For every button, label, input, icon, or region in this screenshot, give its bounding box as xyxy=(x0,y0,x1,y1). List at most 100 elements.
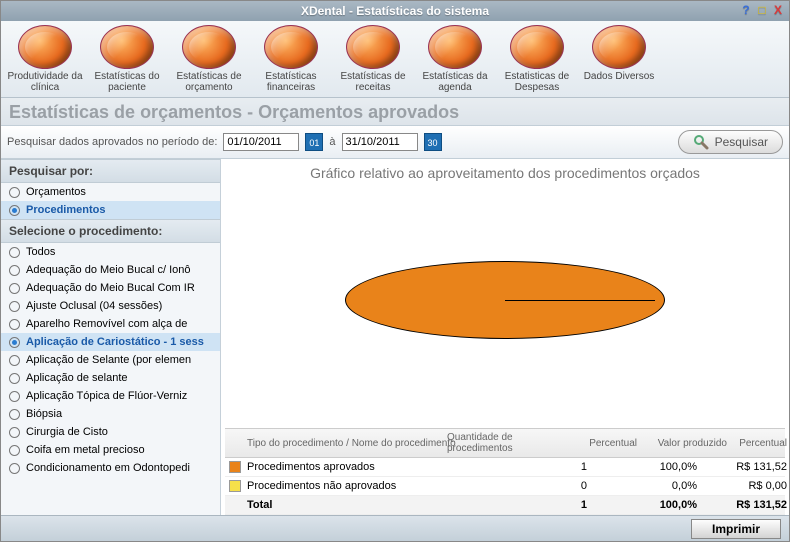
toolbar-label: Estatísticas da agenda xyxy=(417,71,493,93)
toolbar-label: Estatísticas de receitas xyxy=(335,71,411,93)
procedure-label: Aplicação Tópica de Flúor-Verniz xyxy=(26,390,187,402)
procedure-label: Condicionamento em Odontopedi xyxy=(26,462,190,474)
radio-icon xyxy=(9,283,20,294)
toolbar-icon-person xyxy=(100,25,154,69)
sidebar: Pesquisar por: OrçamentosProcedimentos S… xyxy=(1,159,221,515)
radio-icon xyxy=(9,265,20,276)
procedure-item[interactable]: Todos xyxy=(1,243,220,261)
titlebar: XDental - Estatísticas do sistema ? □ X xyxy=(1,1,789,21)
window: XDental - Estatísticas do sistema ? □ X … xyxy=(0,0,790,542)
date-from-input[interactable] xyxy=(223,133,299,151)
radio-icon xyxy=(9,391,20,402)
procedure-item[interactable]: Aplicação de selante xyxy=(1,369,220,387)
toolbar-item-4[interactable]: Estatísticas de receitas xyxy=(335,25,411,93)
procedure-list[interactable]: Todos Adequação do Meio Bucal c/ Ionô Adeq… xyxy=(1,243,220,515)
search-icon xyxy=(693,134,709,150)
procedure-item[interactable]: Ajuste Oclusal (04 sessões) xyxy=(1,297,220,315)
toolbar-label: Estatísticas financeiras xyxy=(253,71,329,93)
search-label: Pesquisar dados aprovados no período de: xyxy=(7,136,217,148)
close-button[interactable]: X xyxy=(771,3,785,17)
toolbar-icon-pie-doc xyxy=(182,25,236,69)
procedure-item[interactable]: Aplicação Tópica de Flúor-Verniz xyxy=(1,387,220,405)
searchby-label: Procedimentos xyxy=(26,204,105,216)
grid-cell-label: Procedimentos não aprovados xyxy=(247,480,507,492)
radio-icon xyxy=(9,427,20,438)
procedure-label: Ajuste Oclusal (04 sessões) xyxy=(26,300,162,312)
toolbar-label: Produtividade da clínica xyxy=(7,71,83,93)
procedure-item[interactable]: Cirurgia de Cisto xyxy=(1,423,220,441)
grid-cell-amount: R$ 0,00 xyxy=(697,480,787,492)
procedure-label: Aplicação de selante xyxy=(26,372,128,384)
radio-icon xyxy=(9,319,20,330)
procedure-item[interactable]: Coifa em metal precioso xyxy=(1,441,220,459)
toolbar-item-5[interactable]: Estatísticas da agenda xyxy=(417,25,493,93)
legend-swatch xyxy=(229,461,241,473)
body: Pesquisar por: OrçamentosProcedimentos S… xyxy=(1,159,789,515)
toolbar-item-1[interactable]: Estatísticas do paciente xyxy=(89,25,165,93)
main-panel: Gráfico relativo ao aproveitamento dos p… xyxy=(221,159,789,515)
procedure-item[interactable]: Aparelho Removível com alça de xyxy=(1,315,220,333)
toolbar-item-6[interactable]: Estatisticas de Despesas xyxy=(499,25,575,93)
procedure-label: Todos xyxy=(26,246,55,258)
toolbar-icon-tools-tooth xyxy=(18,25,72,69)
toolbar-item-7[interactable]: Dados Diversos xyxy=(581,25,657,93)
toolbar-item-3[interactable]: Estatísticas financeiras xyxy=(253,25,329,93)
radio-icon xyxy=(9,355,20,366)
grid-total-amount: R$ 131,52 xyxy=(697,499,787,511)
procedure-item[interactable]: Biópsia xyxy=(1,405,220,423)
grid-col-qty: Quantidade de procedimentos xyxy=(447,432,567,454)
grid-cell-pct: 100,0% xyxy=(627,461,697,473)
date-separator: à xyxy=(329,136,335,148)
grid-cell-qty: 0 xyxy=(507,480,627,492)
calendar-to-button[interactable]: 30 xyxy=(424,133,442,151)
radio-icon xyxy=(9,373,20,384)
searchby-item[interactable]: Procedimentos xyxy=(1,201,220,219)
search-button[interactable]: Pesquisar xyxy=(678,130,783,154)
toolbar-label: Estatísticas do paciente xyxy=(89,71,165,93)
radio-icon xyxy=(9,301,20,312)
radio-icon xyxy=(9,247,20,258)
grid-total-row: Total 1 100,0% R$ 131,52 100,0% xyxy=(225,496,785,515)
calendar-from-button[interactable]: 01 xyxy=(305,133,323,151)
procedure-item[interactable]: Aplicação de Cariostático - 1 sess xyxy=(1,333,220,351)
minimize-button[interactable]: ? xyxy=(739,3,753,17)
pie-cut-line xyxy=(505,300,655,301)
grid-col-pct: Percentual xyxy=(567,438,637,449)
toolbar-item-2[interactable]: Estatísticas de orçamento xyxy=(171,25,247,93)
grid-cell-label: Procedimentos aprovados xyxy=(247,461,507,473)
grid-data-row: Procedimentos aprovados 1 100,0% R$ 131,… xyxy=(225,458,785,477)
procedure-item[interactable]: Adequação do Meio Bucal c/ Ionô xyxy=(1,261,220,279)
data-grid: Tipo do procedimento / Nome do procedime… xyxy=(225,428,785,515)
sidebar-header-searchby: Pesquisar por: xyxy=(1,159,220,183)
grid-cell-pct: 0,0% xyxy=(627,480,697,492)
procedure-label: Adequação do Meio Bucal Com IR xyxy=(26,282,195,294)
grid-total-pct2: 100,0% xyxy=(787,499,789,511)
toolbar-icon-pie-down xyxy=(510,25,564,69)
print-button[interactable]: Imprimir xyxy=(691,519,781,539)
radio-icon xyxy=(9,445,20,456)
grid-col-amount: Valor produzido xyxy=(637,438,727,449)
window-title: XDental - Estatísticas do sistema xyxy=(301,4,489,18)
radio-icon xyxy=(9,187,20,198)
grid-cell-qty: 1 xyxy=(507,461,627,473)
procedure-item[interactable]: Condicionamento em Odontopedi xyxy=(1,459,220,477)
toolbar-label: Estatisticas de Despesas xyxy=(499,71,575,93)
procedure-item[interactable]: Aplicação de Selante (por elemen xyxy=(1,351,220,369)
toolbar-item-0[interactable]: Produtividade da clínica xyxy=(7,25,83,93)
grid-cell-pct2: 100,0% xyxy=(787,461,789,473)
procedure-label: Aplicação de Cariostático - 1 sess xyxy=(26,336,204,348)
maximize-button[interactable]: □ xyxy=(755,3,769,17)
title-controls: ? □ X xyxy=(739,3,785,17)
searchby-item[interactable]: Orçamentos xyxy=(1,183,220,201)
chart-area xyxy=(221,187,789,424)
toolbar-icon-camera-doc xyxy=(592,25,646,69)
procedure-label: Coifa em metal precioso xyxy=(26,444,145,456)
grid-data-row: Procedimentos não aprovados 0 0,0% R$ 0,… xyxy=(225,477,785,496)
date-to-input[interactable] xyxy=(342,133,418,151)
procedure-label: Adequação do Meio Bucal c/ Ionô xyxy=(26,264,191,276)
procedure-label: Aparelho Removível com alça de xyxy=(26,318,187,330)
procedure-item[interactable]: Adequação do Meio Bucal Com IR xyxy=(1,279,220,297)
toolbar-icon-dollar xyxy=(264,25,318,69)
grid-col-pct2: Percentual xyxy=(727,438,787,449)
search-bar: Pesquisar dados aprovados no período de:… xyxy=(1,126,789,159)
